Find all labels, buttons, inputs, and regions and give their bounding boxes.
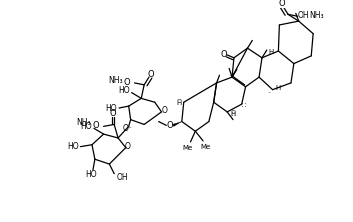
Text: ∷: ∷ — [241, 104, 246, 109]
Text: HO: HO — [118, 86, 130, 95]
Text: O: O — [148, 70, 154, 79]
Text: HO: HO — [106, 103, 117, 113]
Text: OH: OH — [298, 11, 309, 20]
Text: O: O — [279, 0, 286, 8]
Text: NH₃: NH₃ — [76, 118, 91, 127]
Text: H: H — [275, 85, 281, 91]
Text: Me: Me — [183, 145, 193, 151]
Text: O: O — [125, 142, 131, 151]
Text: ∷: ∷ — [232, 112, 235, 117]
Text: HO: HO — [85, 170, 97, 179]
Text: H̅: H̅ — [176, 100, 182, 106]
Text: Me: Me — [201, 144, 211, 150]
Text: NH₃: NH₃ — [309, 11, 324, 20]
Text: O: O — [161, 106, 167, 115]
Text: O: O — [167, 121, 174, 130]
Text: H̅: H̅ — [230, 111, 235, 117]
Text: O: O — [123, 78, 130, 87]
Polygon shape — [173, 122, 182, 127]
Text: O: O — [92, 121, 99, 130]
Text: NH₃: NH₃ — [108, 75, 123, 85]
Text: O⁻: O⁻ — [123, 124, 133, 133]
Text: OH: OH — [116, 173, 128, 182]
Text: O: O — [220, 50, 227, 59]
Text: HO: HO — [80, 122, 92, 131]
Text: HO: HO — [67, 142, 78, 151]
Text: H: H — [268, 49, 274, 55]
Text: O: O — [110, 109, 116, 118]
